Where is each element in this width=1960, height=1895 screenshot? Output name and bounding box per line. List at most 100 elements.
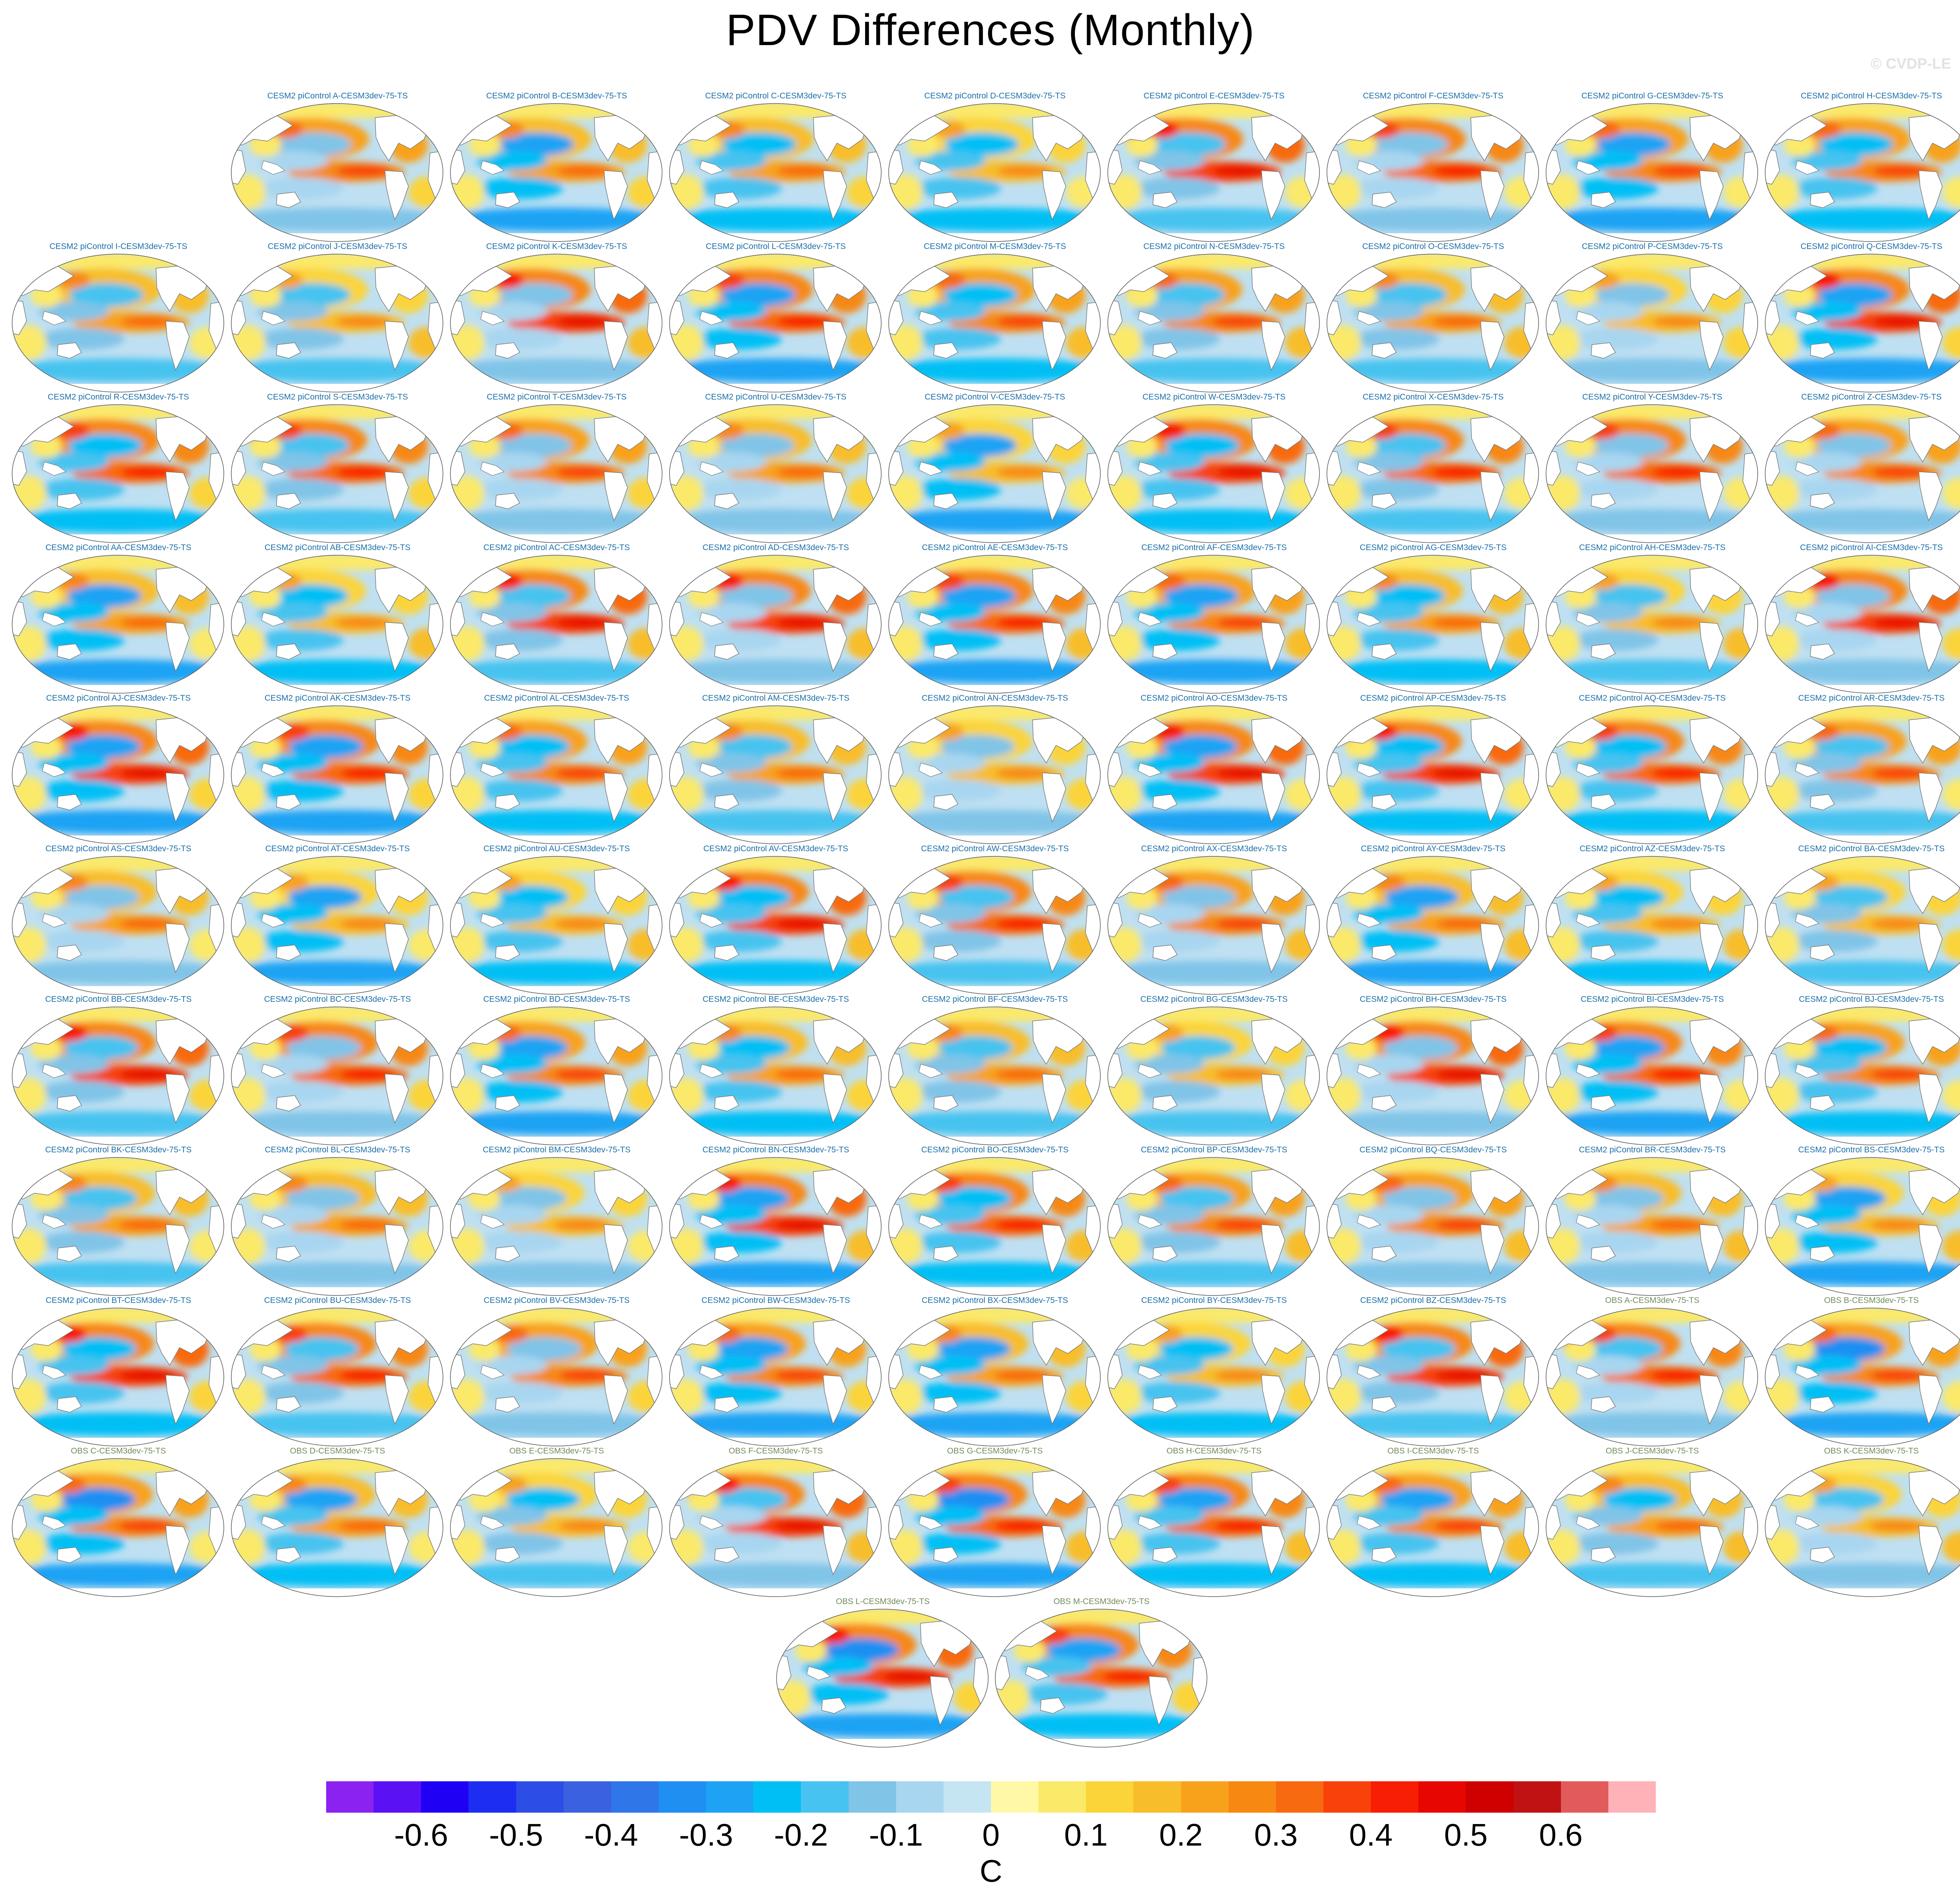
map-panel: CESM2 piControl AH-CESM3dev-75-TS [1543, 543, 1762, 694]
world-map-svg [12, 555, 224, 694]
panel-title: CESM2 piControl Y-CESM3dev-75-TS [1582, 392, 1722, 402]
panel-title: CESM2 piControl AK-CESM3dev-75-TS [264, 694, 411, 703]
colorbar-tick-label: 0.4 [1349, 1817, 1393, 1852]
map-panel: CESM2 piControl BM-CESM3dev-75-TS [447, 1145, 666, 1296]
world-map-svg [1107, 103, 1320, 242]
world-map-svg [231, 1157, 443, 1296]
colorbar-cell [706, 1781, 754, 1813]
map-panel: OBS A-CESM3dev-75-TS [1543, 1295, 1762, 1446]
world-map-svg [1765, 555, 1960, 694]
map-panel: CESM2 piControl BC-CESM3dev-75-TS [228, 994, 447, 1145]
panel-title: CESM2 piControl W-CESM3dev-75-TS [1142, 392, 1286, 402]
map-panel: CESM2 piControl F-CESM3dev-75-TS [1323, 91, 1543, 242]
map-panel: CESM2 piControl AC-CESM3dev-75-TS [447, 543, 666, 694]
panel-title: OBS D-CESM3dev-75-TS [290, 1446, 385, 1455]
panel-title: CESM2 piControl BH-CESM3dev-75-TS [1359, 995, 1507, 1004]
world-map-svg [669, 404, 882, 543]
map-panel: CESM2 piControl BP-CESM3dev-75-TS [1104, 1145, 1324, 1296]
map-panel: CESM2 piControl BB-CESM3dev-75-TS [9, 994, 228, 1145]
world-map [1107, 554, 1321, 695]
world-map-svg [12, 856, 224, 995]
map-panel: OBS I-CESM3dev-75-TS [1323, 1446, 1543, 1597]
map-panel: CESM2 piControl R-CESM3dev-75-TS [9, 392, 228, 543]
map-panel: CESM2 piControl BN-CESM3dev-75-TS [666, 1145, 886, 1296]
colorbar-cell [1228, 1781, 1276, 1813]
world-map [887, 102, 1102, 243]
world-map-svg [669, 1308, 882, 1446]
map-panel: OBS K-CESM3dev-75-TS [1762, 1446, 1960, 1597]
world-map [11, 554, 225, 695]
world-map-svg [231, 1458, 443, 1597]
world-map [1107, 102, 1321, 243]
panel-title: CESM2 piControl AL-CESM3dev-75-TS [484, 694, 629, 703]
map-panel: CESM2 piControl AO-CESM3dev-75-TS [1104, 693, 1324, 844]
world-map [11, 1005, 225, 1146]
panel-title: CESM2 piControl F-CESM3dev-75-TS [1363, 91, 1504, 100]
colorbar-cell [563, 1781, 611, 1813]
panel-title: OBS K-CESM3dev-75-TS [1824, 1446, 1919, 1455]
world-map [775, 1608, 989, 1749]
world-map [449, 1156, 663, 1297]
world-map [11, 253, 225, 394]
panel-title: CESM2 piControl AN-CESM3dev-75-TS [922, 694, 1068, 703]
colorbar-cell [1371, 1781, 1419, 1813]
map-panel: CESM2 piControl BQ-CESM3dev-75-TS [1323, 1145, 1543, 1296]
panel-title: CESM2 piControl BQ-CESM3dev-75-TS [1359, 1145, 1507, 1154]
watermark: © CVDP-LE [1871, 56, 1951, 72]
map-panel: CESM2 piControl X-CESM3dev-75-TS [1323, 392, 1543, 543]
world-map-svg [669, 1007, 882, 1145]
panel-title: CESM2 piControl BU-CESM3dev-75-TS [264, 1296, 411, 1305]
map-panel: CESM2 piControl BJ-CESM3dev-75-TS [1762, 994, 1960, 1145]
panel-title: CESM2 piControl BV-CESM3dev-75-TS [483, 1296, 630, 1305]
panel-title: OBS H-CESM3dev-75-TS [1166, 1446, 1262, 1455]
map-panel: CESM2 piControl AV-CESM3dev-75-TS [666, 844, 886, 995]
colorbar-tick-label: -0.3 [679, 1817, 733, 1852]
world-map [449, 1306, 663, 1448]
world-map-svg [231, 1007, 443, 1145]
map-panel: CESM2 piControl P-CESM3dev-75-TS [1543, 242, 1762, 392]
world-map [1764, 102, 1960, 243]
colorbar-tick-label: -0.5 [489, 1817, 543, 1852]
world-map-svg [1107, 1308, 1320, 1446]
map-panel: CESM2 piControl B-CESM3dev-75-TS [447, 91, 666, 242]
world-map [887, 403, 1102, 544]
world-map [449, 403, 663, 544]
world-map [449, 102, 663, 243]
panel-title: CESM2 piControl BB-CESM3dev-75-TS [45, 995, 192, 1004]
map-panel: CESM2 piControl I-CESM3dev-75-TS [9, 242, 228, 392]
map-panel: CESM2 piControl AS-CESM3dev-75-TS [9, 844, 228, 995]
world-map-svg [1765, 1007, 1960, 1145]
colorbar-cell [896, 1781, 944, 1813]
map-panel: CESM2 piControl M-CESM3dev-75-TS [885, 242, 1105, 392]
colorbar-cell [611, 1781, 659, 1813]
map-panel: CESM2 piControl BV-CESM3dev-75-TS [447, 1295, 666, 1446]
world-map-svg [888, 254, 1101, 392]
panel-title: CESM2 piControl BD-CESM3dev-75-TS [483, 995, 630, 1004]
map-panel: CESM2 piControl AT-CESM3dev-75-TS [228, 844, 447, 995]
panel-title: CESM2 piControl I-CESM3dev-75-TS [49, 242, 187, 251]
colorbar-cell [421, 1781, 469, 1813]
world-map-svg [231, 1308, 443, 1446]
world-map [1764, 1156, 1960, 1297]
world-map-svg [1327, 103, 1539, 242]
world-map-svg [231, 404, 443, 543]
panel-title: CESM2 piControl N-CESM3dev-75-TS [1143, 242, 1285, 251]
colorbar-tick-label: 0.3 [1254, 1817, 1298, 1852]
colorbar-cell [1181, 1781, 1229, 1813]
colorbar-cell [943, 1781, 991, 1813]
map-panel: CESM2 piControl BA-CESM3dev-75-TS [1762, 844, 1960, 995]
colorbar-tick-label: 0.2 [1159, 1817, 1203, 1852]
map-panel: CESM2 piControl AU-CESM3dev-75-TS [447, 844, 666, 995]
world-map-svg [1546, 705, 1758, 844]
world-map [1764, 704, 1960, 845]
map-panel: OBS D-CESM3dev-75-TS [228, 1446, 447, 1597]
world-map [11, 855, 225, 996]
panel-title: OBS C-CESM3dev-75-TS [71, 1446, 166, 1455]
panel-title: CESM2 piControl AF-CESM3dev-75-TS [1141, 543, 1287, 552]
panel-title: CESM2 piControl BF-CESM3dev-75-TS [922, 995, 1068, 1004]
panel-title: CESM2 piControl BX-CESM3dev-75-TS [922, 1296, 1068, 1305]
panel-title: CESM2 piControl AC-CESM3dev-75-TS [483, 543, 630, 552]
panel-title: CESM2 piControl BY-CESM3dev-75-TS [1141, 1296, 1287, 1305]
world-map-svg [1546, 856, 1758, 995]
world-map [230, 1306, 444, 1448]
